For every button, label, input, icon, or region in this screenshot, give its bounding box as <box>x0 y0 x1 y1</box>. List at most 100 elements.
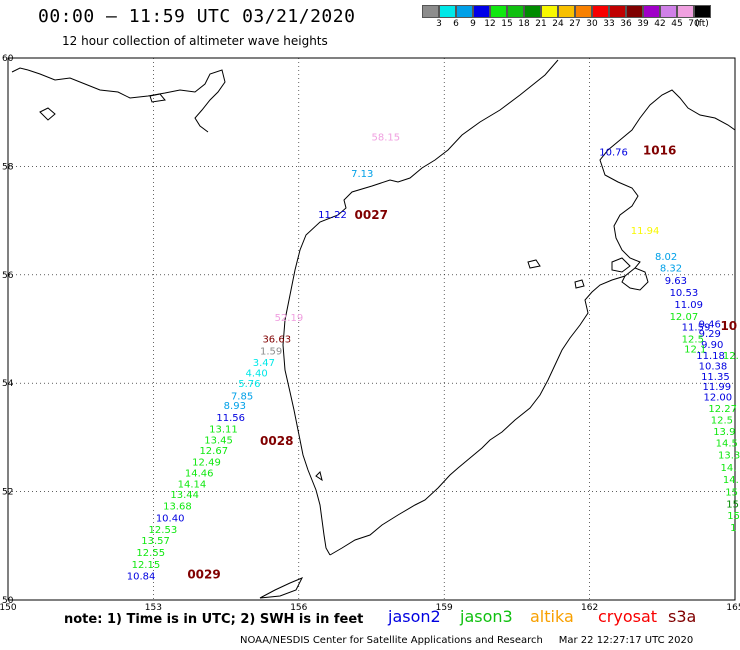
latitude-label: 56 <box>2 271 14 281</box>
legend-swatch <box>422 5 439 18</box>
legend-swatch-label: 3 <box>436 19 442 29</box>
wave-height-value: 10.76 <box>599 148 628 159</box>
wave-height-value: 52.19 <box>275 313 304 324</box>
longitude-label: 165 <box>726 603 740 613</box>
kamchatka-east-coastline <box>329 89 736 556</box>
wave-height-value: 58.15 <box>372 132 401 143</box>
wave-height-value: 12.27 <box>708 404 737 415</box>
island-4 <box>574 279 585 289</box>
legend-swatch <box>541 5 558 18</box>
wave-height-value: 9.29 <box>699 329 721 340</box>
wave-height-value: 11.18 <box>696 351 725 362</box>
legend-swatch-label: 9 <box>470 19 476 29</box>
wave-height-value: 9.90 <box>701 340 723 351</box>
wave-height-value: 14.5 <box>716 439 738 450</box>
wave-height-value: 10.53 <box>670 288 699 299</box>
legend-swatch <box>592 5 609 18</box>
legend-swatch-label: (ft) <box>695 19 709 29</box>
legend-swatch-label: 33 <box>603 19 615 29</box>
legend-swatch-label: 45 <box>671 19 683 29</box>
island-3 <box>527 259 541 269</box>
wave-height-value: 15 <box>725 487 738 498</box>
island-2 <box>149 93 166 103</box>
legend-swatch-label: 36 <box>620 19 632 29</box>
wave-height-value: 12.53 <box>149 525 178 536</box>
legend-swatch-label: 39 <box>637 19 649 29</box>
wave-height-value: 12.49 <box>192 458 221 469</box>
time-label: 1016 <box>643 143 676 157</box>
legend-swatch <box>507 5 524 18</box>
satellite-jason3: jason3 <box>460 607 513 626</box>
longitude-label: 150 <box>0 603 17 613</box>
wave-height-value: 13.11 <box>209 425 238 436</box>
satellite-cryosat: cryosat <box>598 607 658 626</box>
wave-height-value: 12.5 <box>682 335 704 346</box>
color-scale-legend: 3 6 9 12 15 18 21 24 27 30 33 36 39 42 45 70 (ft) <box>422 5 728 32</box>
wave-height-value: 12. <box>723 351 739 362</box>
legend-swatch-label: 27 <box>569 19 581 29</box>
wave-height-value: 12.1 <box>684 344 706 355</box>
wave-height-value: 15 <box>727 511 740 522</box>
legend-swatch-label: 12 <box>484 19 496 29</box>
wave-height-value: 12.5 <box>711 415 733 426</box>
wave-height-value: 13.44 <box>170 490 199 501</box>
latitude-label: 54 <box>2 379 14 389</box>
wave-height-value: 14.14 <box>178 479 207 490</box>
wave-height-value: 11.59 <box>682 323 711 334</box>
legend-swatch <box>694 5 711 18</box>
wave-height-value: 11.56 <box>216 413 245 424</box>
latitude-label: 60 <box>2 54 14 64</box>
wave-height-value: 11.35 <box>701 372 730 383</box>
satellite-jason2: jason2 <box>388 607 441 626</box>
wave-height-value: 1 <box>730 523 736 534</box>
latitude-label: 58 <box>2 162 14 172</box>
island-1 <box>39 107 56 121</box>
wave-height-value: 10.40 <box>156 513 185 524</box>
wave-height-value: 10.84 <box>127 571 156 582</box>
legend-swatch-label: 15 <box>501 19 513 29</box>
wave-height-value: 7.13 <box>351 169 373 180</box>
satellite-altika: altika <box>530 607 574 626</box>
legend-swatch <box>677 5 694 18</box>
wave-height-value: 13.68 <box>163 501 192 512</box>
map-frame <box>7 57 736 601</box>
wave-height-value: 12.55 <box>136 548 165 559</box>
wave-height-value: 12.00 <box>703 393 732 404</box>
wave-height-value: 3.47 <box>253 358 275 369</box>
wave-height-value: 11.22 <box>318 210 347 221</box>
wave-height-value: 13.9 <box>713 427 735 438</box>
kuril-2 <box>315 471 323 482</box>
wave-height-value: 13.3 <box>718 451 740 462</box>
map-title: 00:00 – 11:59 UTC 03/21/2020 <box>38 6 356 27</box>
wave-height-value: 11.94 <box>631 226 660 237</box>
wave-height-value: 11.09 <box>674 300 703 311</box>
kuril-1 <box>259 577 304 599</box>
wave-height-labels: 58.15 7.13 11.22 0027 52.19 36.631.593.474.40… <box>127 132 740 582</box>
legend-swatch <box>643 5 660 18</box>
wave-height-value: 12.67 <box>199 446 228 457</box>
coastline <box>11 59 736 599</box>
legend-swatch <box>626 5 643 18</box>
northern-coast <box>27 69 226 133</box>
legend-swatch-label: 18 <box>518 19 530 29</box>
wave-height-value: 10.38 <box>699 362 728 373</box>
time-label: 0029 <box>187 567 220 581</box>
map-subtitle: 12 hour collection of altimeter wave hei… <box>62 34 328 48</box>
units-note: note: 1) Time is in UTC; 2) SWH is in fe… <box>64 612 364 627</box>
legend-swatch <box>456 5 473 18</box>
time-label: 0028 <box>260 434 293 448</box>
legend-swatch <box>439 5 456 18</box>
legend-swatch-label: 70 <box>688 19 700 29</box>
legend-swatch-label: 24 <box>552 19 564 29</box>
wave-height-value: 4.40 <box>245 369 267 380</box>
legend-swatch <box>609 5 626 18</box>
latitude-label: 52 <box>2 488 13 498</box>
wave-height-value: 8.32 <box>660 264 682 275</box>
satellite-s3a: s3a <box>668 607 697 626</box>
wave-height-value: 7.85 <box>231 391 253 402</box>
legend-swatch <box>660 5 677 18</box>
time-label: 0027 <box>355 208 388 222</box>
legend-swatch-label: 6 <box>453 19 459 29</box>
wave-height-value: 12.07 <box>670 312 699 323</box>
